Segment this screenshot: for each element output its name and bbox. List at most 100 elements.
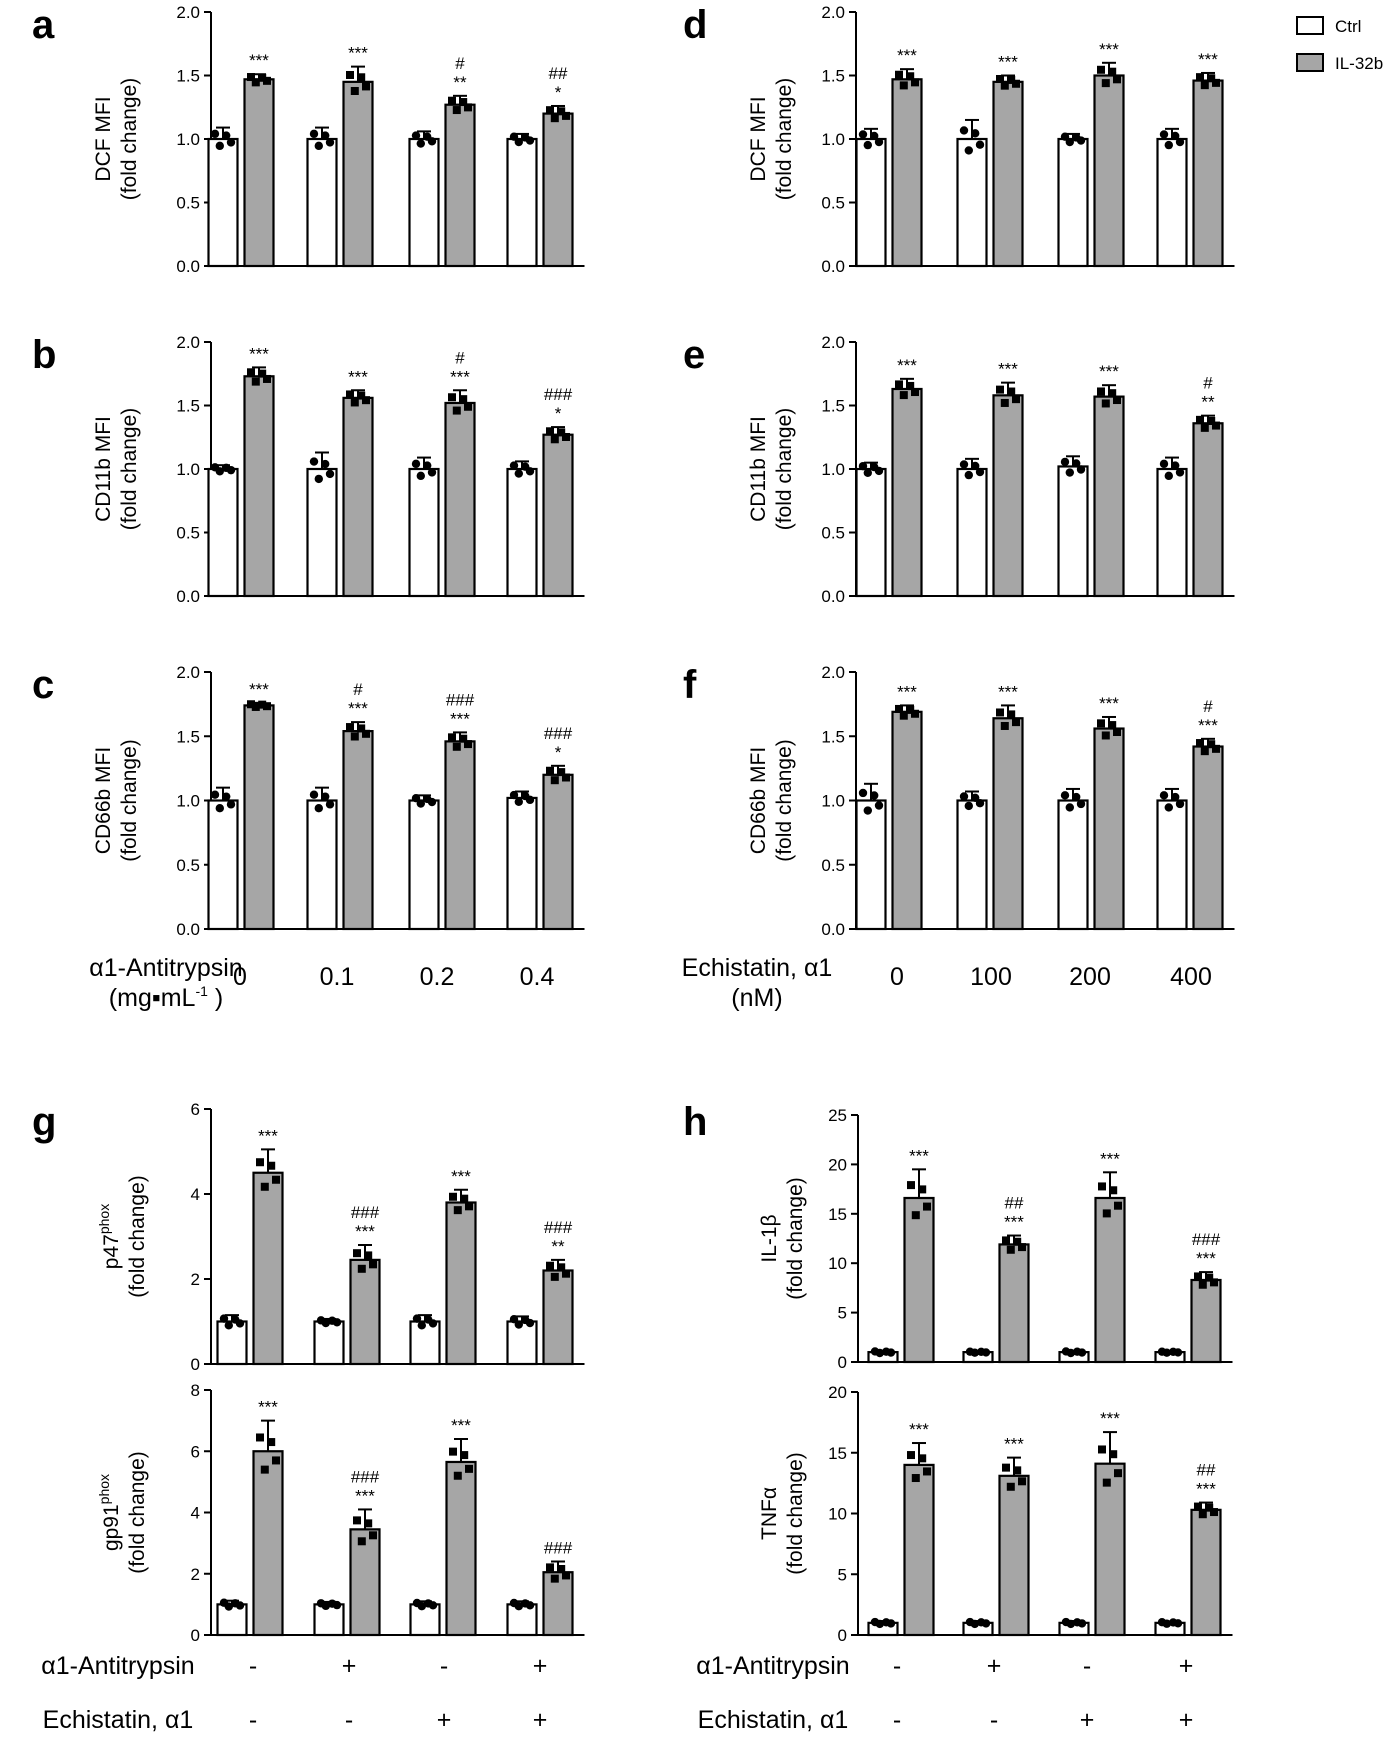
data-point (428, 1601, 438, 1610)
y-tick-label: 1.0 (176, 460, 200, 479)
data-point (215, 804, 224, 813)
data-point (514, 1320, 523, 1329)
significance-label: *** (348, 699, 368, 718)
y-tick-label: 6 (191, 1442, 200, 1461)
data-point (1173, 1619, 1183, 1628)
bar-ctrl (1156, 137, 1188, 268)
data-point (1205, 1273, 1214, 1282)
condition-h-r2-3: + (1179, 1706, 1194, 1734)
bar-ctrl (855, 137, 887, 268)
bar-ctrl (207, 137, 239, 268)
data-point (1200, 81, 1209, 90)
data-point (464, 740, 472, 749)
data-point (971, 461, 980, 471)
y-tick-label: 2.0 (176, 663, 200, 682)
data-point (267, 1161, 276, 1170)
y-tick-label: 20 (828, 1155, 847, 1174)
data-point (971, 793, 980, 803)
condition-label-antitrypsin-g: α1-Antitrypsin (41, 1652, 194, 1680)
significance-label: *** (1099, 40, 1119, 59)
bar-ctrl (506, 467, 538, 598)
y-tick-label: 1.0 (821, 792, 845, 811)
significance-label: *** (897, 682, 917, 701)
x-axis-unit-echistatin: (nM) (731, 984, 782, 1012)
bar-ctrl (306, 467, 338, 598)
bar-il32b (542, 112, 574, 268)
panel-label-h: h (683, 1100, 707, 1144)
data-point (1060, 457, 1070, 467)
significance-label: *** (258, 1398, 278, 1417)
data-point (222, 792, 231, 801)
legend: Ctrl IL-32b (1296, 16, 1383, 73)
x-tick-right-1: 100 (970, 963, 1012, 991)
data-point (321, 1318, 330, 1328)
data-point (309, 129, 319, 139)
condition-g-r1-1: + (342, 1652, 357, 1680)
data-point (1076, 465, 1086, 474)
data-point (452, 742, 461, 751)
data-point (448, 733, 456, 742)
significance-label: *** (998, 682, 1018, 701)
data-point (971, 129, 980, 138)
bar-il32b (1094, 1462, 1126, 1637)
data-point (465, 1464, 473, 1473)
data-point (546, 1563, 554, 1572)
data-point (1108, 721, 1117, 730)
legend-swatch-ctrl (1296, 16, 1324, 35)
data-point (263, 702, 271, 711)
y-tick-label: 0.5 (821, 856, 845, 875)
significance-label: ### (446, 690, 475, 709)
y-tick-label: 0 (191, 1355, 200, 1374)
bar-il32b (444, 103, 476, 268)
y-tick-label: 2.0 (176, 333, 200, 352)
y-tick-label: 1.5 (821, 67, 845, 86)
data-point (899, 81, 908, 90)
bar-il32b (342, 396, 374, 598)
condition-table-right: α1-Antitrypsin Echistatin, α1 - + - + - … (696, 1652, 1193, 1734)
y-axis-label-unit: (fold change) (118, 408, 141, 531)
y-tick-label: 2.0 (821, 3, 845, 22)
data-point (959, 460, 969, 469)
data-point (907, 1451, 915, 1460)
data-point (1198, 1510, 1207, 1519)
significance-label: ### (544, 385, 573, 404)
data-point (309, 457, 319, 466)
data-point (219, 1314, 229, 1323)
data-point (222, 131, 231, 140)
data-point (875, 1348, 884, 1358)
data-point (550, 1574, 559, 1583)
panel-label-e: e (683, 333, 705, 377)
data-point (514, 797, 523, 806)
data-point (1159, 130, 1169, 139)
bar-il32b (444, 401, 476, 598)
bar-ctrl (506, 796, 538, 931)
bar-il32b (445, 1460, 477, 1637)
bar-il32b (542, 1571, 574, 1637)
data-point (411, 793, 421, 803)
data-point (1065, 803, 1075, 812)
data-point (210, 129, 220, 139)
data-point (1171, 792, 1180, 802)
data-point (452, 106, 461, 115)
significance-label: *** (897, 356, 917, 375)
bar-ctrl (1156, 799, 1188, 931)
y-tick-label: 0.5 (821, 194, 845, 213)
data-point (1012, 395, 1020, 404)
data-point (321, 1601, 330, 1611)
data-point (550, 114, 559, 123)
data-point (357, 724, 366, 733)
data-point (1109, 1186, 1118, 1195)
condition-g-r2-2: + (437, 1706, 452, 1734)
significance-label: *** (249, 51, 269, 70)
data-point (332, 1600, 342, 1610)
x-axis-titles-right: Echistatin, α1 (nM) 0 100 200 400 (682, 954, 1212, 1012)
data-point (970, 1348, 979, 1357)
y-tick-label: 0 (838, 1626, 847, 1645)
data-point (874, 801, 884, 810)
panel-label-a: a (32, 3, 55, 47)
data-point (863, 468, 872, 478)
bar-il32b (1093, 74, 1125, 268)
bar-il32b (1190, 1508, 1222, 1637)
data-point (272, 1456, 280, 1465)
